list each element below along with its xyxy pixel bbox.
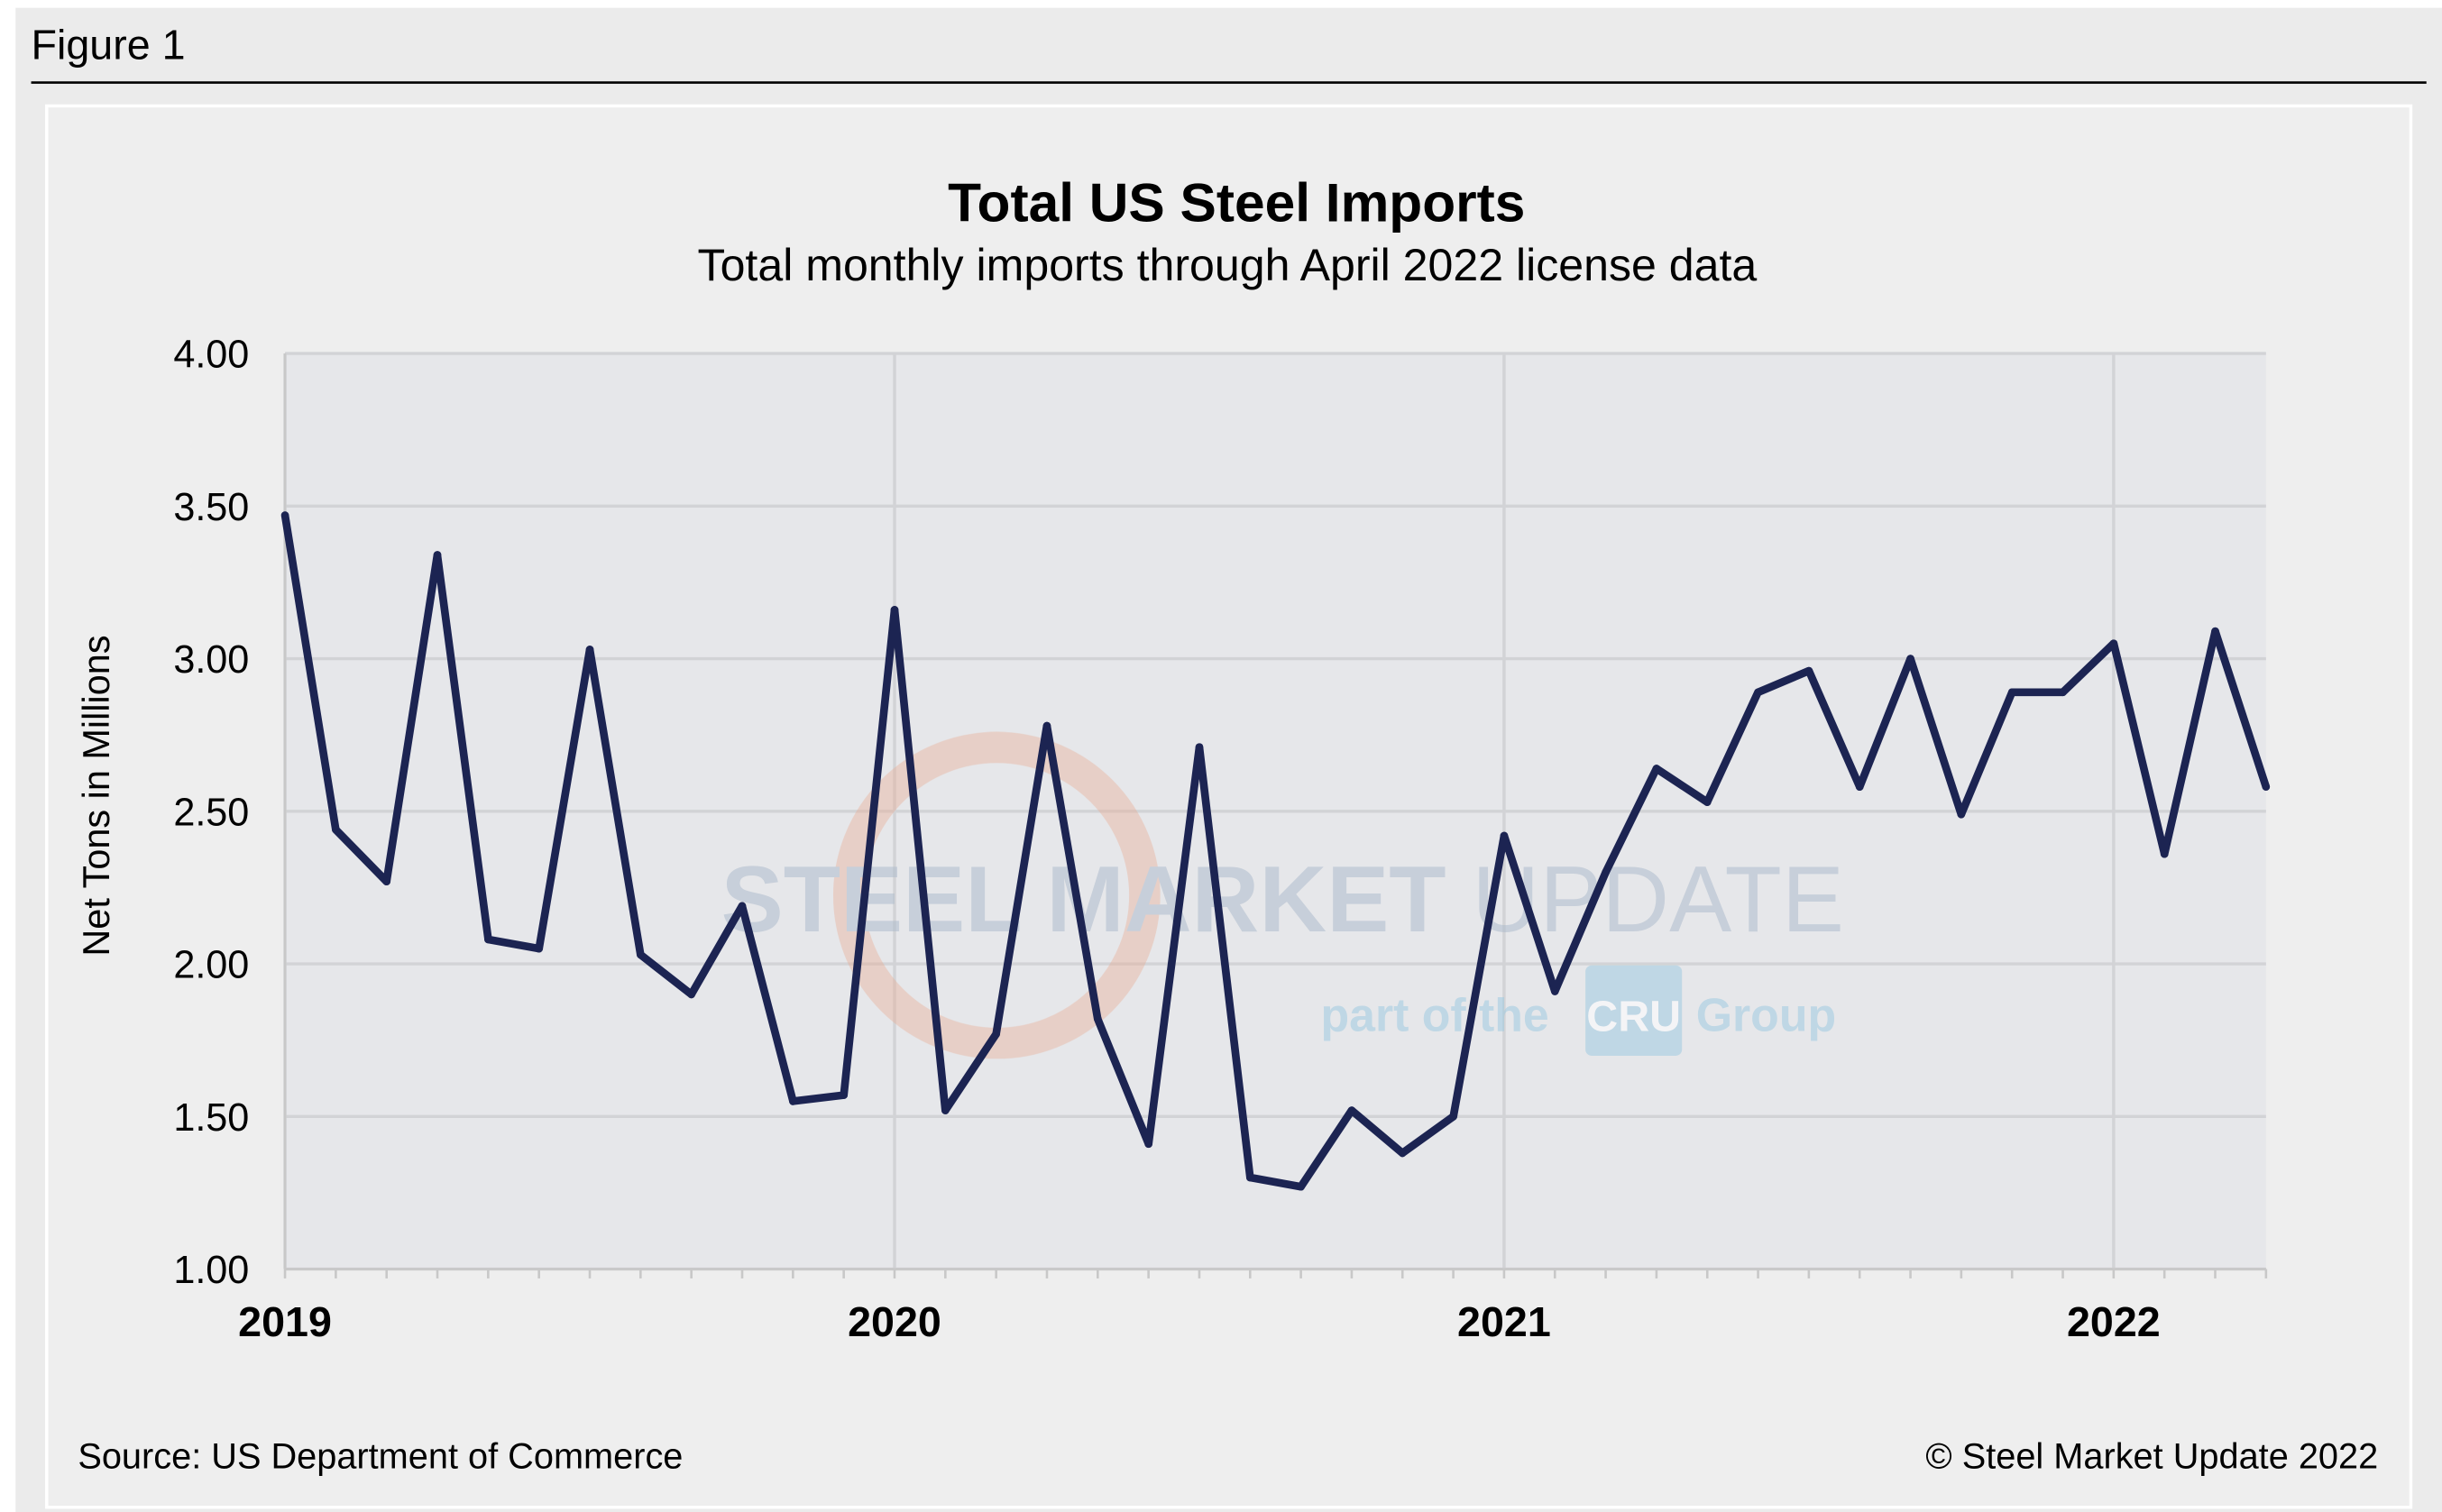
x-tick-label: 2020 <box>848 1298 941 1345</box>
data-point-2022-02 <box>2160 849 2169 858</box>
data-point-2021-11 <box>2007 688 2016 697</box>
data-point-2019-06 <box>535 944 544 953</box>
data-point-2021-04 <box>1652 765 1661 773</box>
data-point-2020-10 <box>1347 1106 1356 1114</box>
data-point-2022-01 <box>2109 639 2118 647</box>
data-point-2019-07 <box>585 646 594 654</box>
y-axis-label: Net Tons in Millions <box>75 635 117 956</box>
data-point-2019-03 <box>382 877 391 885</box>
data-point-2022-03 <box>2211 627 2219 636</box>
data-point-2020-07 <box>1195 743 1204 752</box>
data-point-2020-02 <box>941 1106 950 1114</box>
source-note: Source: US Department of Commerce <box>78 1437 683 1477</box>
imports-line <box>280 514 2270 1191</box>
x-tick-label: 2021 <box>1457 1298 1551 1345</box>
data-point-2022-04 <box>2262 783 2271 792</box>
data-point-2021-08 <box>1855 783 1864 792</box>
data-point-2021-02 <box>1550 987 1559 995</box>
data-point-2019-08 <box>637 950 645 959</box>
y-tick-label: 3.50 <box>173 486 249 529</box>
data-point-2019-09 <box>687 990 695 999</box>
data-point-2020-04 <box>1042 721 1051 730</box>
y-tick-label: 2.50 <box>173 791 249 834</box>
data-point-2020-12 <box>1449 1112 1457 1121</box>
y-tick-label: 4.00 <box>173 334 249 377</box>
data-point-2020-11 <box>1398 1149 1407 1158</box>
data-point-2020-06 <box>1144 1140 1152 1149</box>
data-point-2020-01 <box>890 606 899 614</box>
data-point-2021-12 <box>2059 688 2067 697</box>
data-point-2019-04 <box>433 551 442 559</box>
y-tick-label: 3.00 <box>173 638 249 682</box>
y-tick-label: 1.00 <box>173 1249 249 1292</box>
data-point-2019-01 <box>280 511 289 519</box>
watermark-text-2: part of the <box>1321 988 1549 1040</box>
x-tick-label: 2019 <box>238 1298 332 1345</box>
watermark-text-3: Group <box>1696 988 1836 1040</box>
watermark-badge-text: CRU <box>1586 992 1681 1040</box>
data-point-2019-12 <box>840 1091 848 1099</box>
data-point-2019-02 <box>332 825 340 834</box>
data-point-2019-05 <box>484 935 492 944</box>
data-point-2021-09 <box>1906 655 1914 663</box>
axes: 1.00 1.50 2.00 2.50 3.00 3.50 4.00 2019 2020 2021… <box>173 334 2268 1345</box>
data-point-2020-09 <box>1297 1182 1305 1191</box>
x-tick-label: 2022 <box>2067 1298 2161 1345</box>
watermark-text-1: STEEL MARKET UPDATE <box>721 847 1844 951</box>
data-point-2020-03 <box>992 1030 1000 1039</box>
figure-label: Figure 1 <box>32 22 186 69</box>
chart-subtitle: Total monthly imports through April 2022… <box>698 240 1758 290</box>
watermark-logo: STEEL MARKET UPDATE part of the CRU Grou… <box>721 731 1844 1059</box>
data-point-2019-10 <box>738 902 747 911</box>
data-point-2019-11 <box>789 1097 797 1105</box>
data-point-2021-06 <box>1754 688 1762 697</box>
watermark-badge <box>1585 965 1683 1056</box>
data-point-2021-03 <box>1602 868 1610 876</box>
chart-title: Total US Steel Imports <box>948 171 1525 233</box>
data-point-2020-08 <box>1245 1173 1254 1182</box>
series-imports <box>280 511 2271 1191</box>
data-point-2021-10 <box>1957 810 1966 819</box>
data-point-2021-07 <box>1804 666 1813 675</box>
data-point-2021-05 <box>1703 798 1712 806</box>
data-point-2021-01 <box>1500 831 1509 840</box>
watermark-swoosh-icon <box>832 731 1161 1059</box>
data-point-2020-05 <box>1093 1014 1102 1023</box>
copyright-note: © Steel Market Update 2022 <box>1925 1437 2378 1477</box>
y-tick-label: 2.00 <box>173 944 249 987</box>
y-tick-label: 1.50 <box>173 1096 249 1140</box>
